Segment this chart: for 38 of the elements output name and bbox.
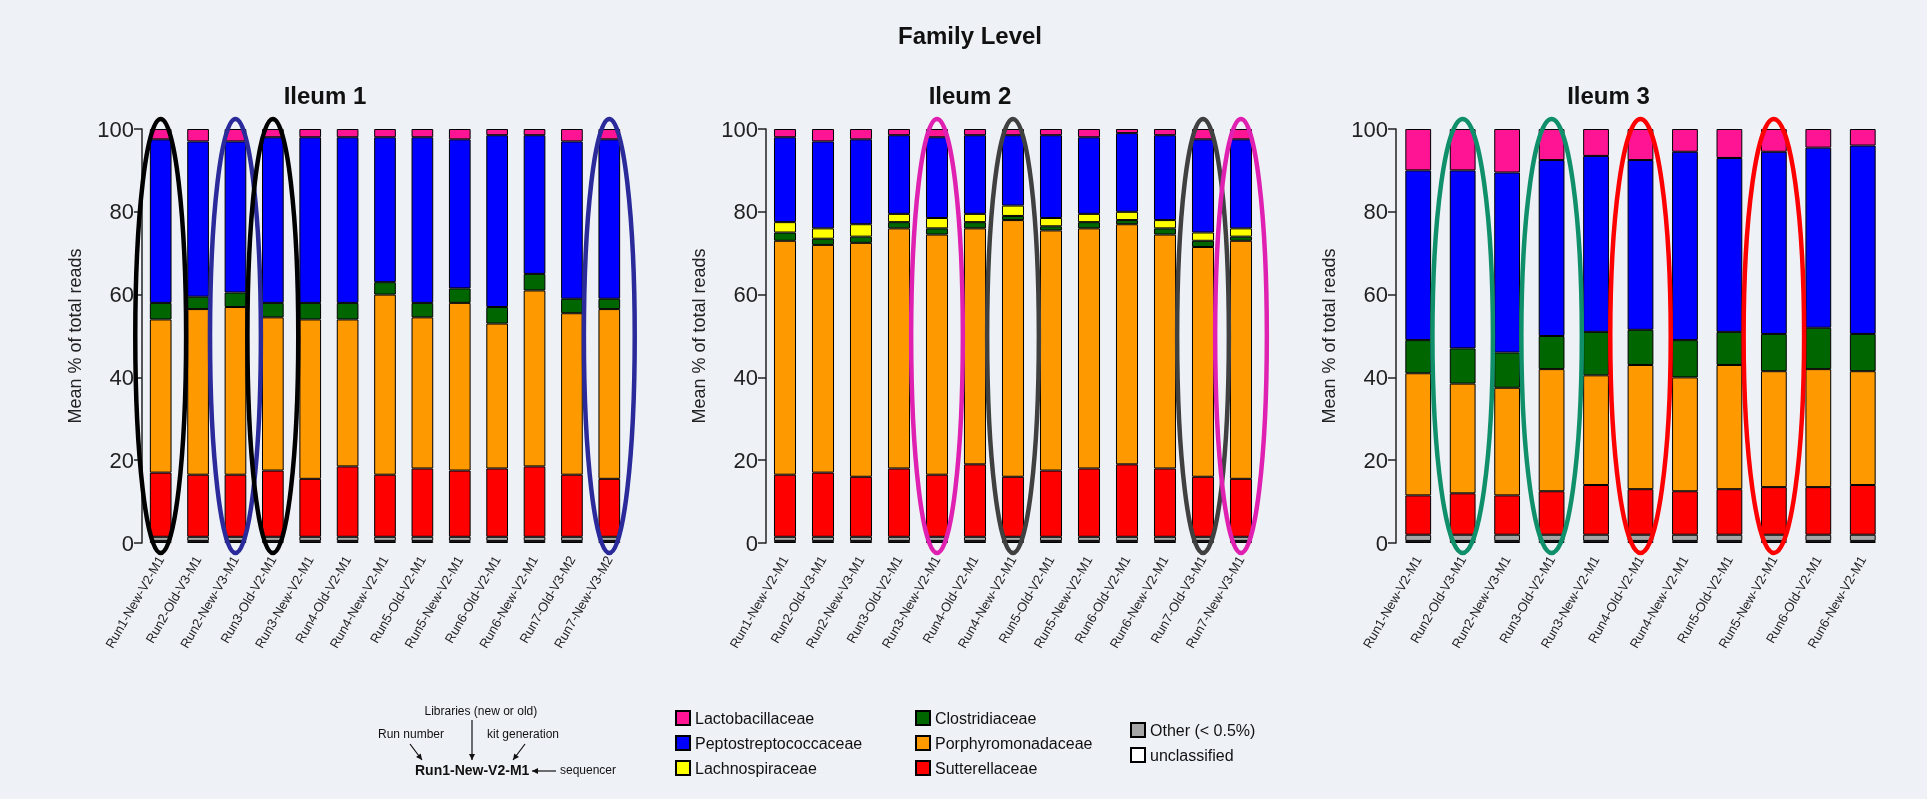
y-tick-label: 20 <box>1363 447 1388 473</box>
chart-title: Ileum 3 <box>1567 81 1650 109</box>
y-axis-title: Mean % of total reads <box>65 248 85 424</box>
y-tick-label: 0 <box>745 530 758 556</box>
legend-label: Clostridiaceae <box>935 709 1037 727</box>
chart-title: Family Level <box>897 21 1043 49</box>
y-tick-label: 100 <box>97 116 134 142</box>
legend-label: Peptostreptococcaceae <box>695 734 863 752</box>
y-tick-label: 100 <box>1351 116 1388 142</box>
text: Run1-New-V2-M1 <box>415 762 530 778</box>
legend-label: unclassified <box>1150 746 1234 764</box>
legend-label: Sutterellaceae <box>935 759 1038 777</box>
y-tick-label: 0 <box>1375 530 1388 556</box>
y-tick-label: 20 <box>109 447 134 473</box>
y-tick-label: 60 <box>1363 282 1388 308</box>
y-tick-label: 60 <box>109 282 134 308</box>
y-axis-title: Mean % of total reads <box>689 248 709 424</box>
y-tick-label: 80 <box>733 199 758 225</box>
legend-label: Lachnospiraceae <box>695 759 817 777</box>
y-axis-title: Mean % of total reads <box>1319 248 1339 424</box>
y-tick-label: 20 <box>733 447 758 473</box>
text: sequencer <box>560 763 617 777</box>
y-tick-label: 40 <box>733 364 758 390</box>
text: kit generation <box>487 727 560 741</box>
legend-label: Lactobacillaceae <box>695 709 815 727</box>
y-tick-label: 0 <box>121 530 134 556</box>
text: Run number <box>378 727 445 741</box>
chart-title: Ileum 1 <box>283 81 367 109</box>
chart-subtitle: Ileum 2 <box>928 81 1012 109</box>
y-tick-label: 40 <box>1363 364 1388 390</box>
legend-label: Other (< 0.5%) <box>1150 721 1256 739</box>
y-tick-label: 100 <box>721 116 758 142</box>
y-tick-label: 80 <box>109 199 134 225</box>
y-tick-label: 80 <box>1363 199 1388 225</box>
text: Libraries (new or old) <box>424 704 538 718</box>
legend-label: Porphyromonadaceae <box>935 734 1093 752</box>
y-tick-label: 40 <box>109 364 134 390</box>
y-tick-label: 60 <box>733 282 758 308</box>
